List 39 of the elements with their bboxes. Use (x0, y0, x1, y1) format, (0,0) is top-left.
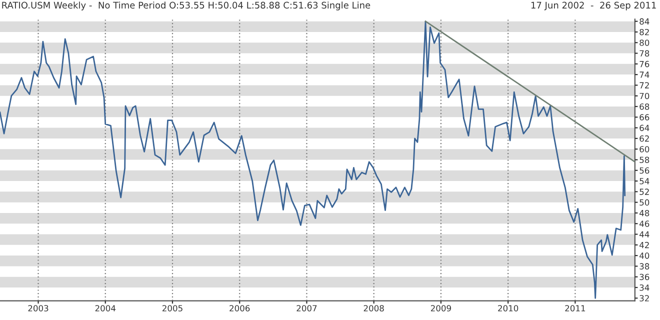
y-tick-label: 34 (640, 284, 650, 291)
y-tick-label: 84 (640, 18, 650, 25)
y-tick-label: 50 (640, 199, 650, 206)
x-tick-label: 2010 (498, 305, 518, 312)
y-tick-label: 42 (639, 242, 649, 248)
y-tick-label: 72 (640, 82, 649, 88)
y-tick-label: 52 (640, 188, 649, 195)
x-tick-label: 2009 (430, 305, 451, 312)
y-tick-label: 46 (639, 220, 650, 227)
x-tick-label: 2003 (28, 305, 48, 312)
y-tick-label: 74 (640, 72, 650, 78)
y-tick-label: 40 (639, 252, 650, 259)
x-tick-label: 2004 (95, 305, 116, 312)
x-tick-label: 2006 (230, 305, 250, 312)
y-tick-label: 48 (639, 210, 650, 216)
x-tick-label: 2008 (364, 305, 384, 312)
y-tick-label: 38 (640, 263, 650, 270)
y-tick-label: 60 (640, 146, 650, 152)
y-tick-label: 56 (640, 167, 650, 174)
y-tick-label: 76 (640, 60, 650, 68)
chart-title: RATIO.USM Weekly - No Time Period O:53.55 H:50.04 L:58.88 C:51.63 Single Line (2, 2, 370, 10)
line-series (0, 20, 626, 299)
y-tick-label: 44 (639, 231, 650, 238)
y-tick-label: 58 (640, 156, 650, 164)
y-tick-label: 80 (640, 40, 650, 46)
chart-subtitle: 17 Jun 2002 - 26 Sep 2011 (531, 2, 656, 10)
y-tick-label: 78 (640, 50, 650, 57)
y-tick-label: 66 (640, 114, 650, 120)
x-tick-label: 2005 (162, 305, 182, 312)
y-tick-label: 70 (640, 92, 650, 100)
y-tick-label: 64 (640, 124, 650, 132)
y-tick-label: 62 (640, 135, 649, 142)
y-tick-label: 68 (640, 103, 650, 110)
y-tick-label: 36 (640, 274, 650, 280)
x-tick-label: 2007 (296, 305, 317, 312)
y-tick-label: 32 (640, 295, 649, 302)
x-tick-label: 2011 (565, 305, 586, 312)
y-tick-label: 54 (640, 178, 650, 184)
y-tick-label: 82 (640, 28, 649, 36)
